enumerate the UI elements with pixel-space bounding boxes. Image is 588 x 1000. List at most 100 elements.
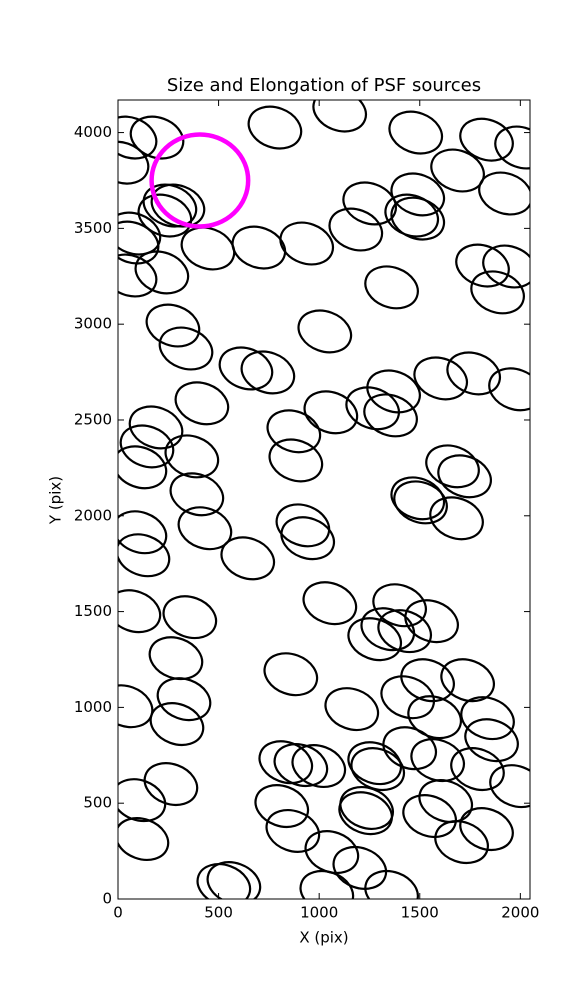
- psf-ellipse: [164, 434, 220, 479]
- psf-ellipse: [134, 250, 190, 295]
- psf-ellipse: [279, 221, 335, 266]
- x-tick-label: 500: [204, 904, 233, 922]
- psf-ellipse: [345, 386, 401, 431]
- psf-ellipse: [145, 303, 201, 348]
- psf-ellipse: [118, 115, 158, 160]
- psf-ellipse: [299, 869, 355, 899]
- psf-ellipse: [118, 684, 154, 729]
- x-tick-label: 0: [113, 904, 123, 922]
- psf-ellipse: [390, 476, 446, 521]
- psf-ellipse: [390, 196, 446, 241]
- psf-ellipse: [459, 117, 514, 162]
- psf-ellipse: [437, 454, 492, 499]
- psf-ellipse: [425, 444, 480, 489]
- psf-ellipse: [118, 778, 167, 823]
- psf-ellipse: [143, 762, 199, 807]
- psf-ellipse: [118, 253, 158, 298]
- psf-ellipse: [390, 172, 446, 217]
- psf-ellipse: [384, 193, 440, 238]
- y-tick-label: 0: [102, 890, 112, 908]
- psf-ellipse: [142, 183, 198, 228]
- psf-ellipse: [119, 424, 175, 469]
- psf-ellipse: [482, 244, 530, 289]
- chart-title: Size and Elongation of PSF sources: [167, 75, 481, 96]
- psf-ellipse: [265, 809, 321, 853]
- psf-ellipse: [464, 718, 519, 763]
- psf-ellipse: [180, 226, 236, 271]
- psf-ellipse: [402, 794, 457, 839]
- psf-ellipse: [177, 506, 233, 551]
- psf-ellipse: [275, 503, 331, 548]
- y-tick-label: 500: [83, 794, 112, 812]
- psf-ellipse: [312, 100, 368, 133]
- psf-ellipse: [377, 609, 433, 654]
- psf-ellipse: [297, 309, 353, 354]
- x-tick-label: 1500: [401, 904, 439, 922]
- psf-ellipse: [347, 741, 403, 786]
- y-tick-label: 2000: [74, 506, 112, 524]
- psf-ellipse: [118, 533, 171, 578]
- psf-ellipse: [332, 845, 388, 890]
- highlight-circle: [149, 132, 251, 229]
- psf-ellipse: [494, 125, 530, 170]
- psf-ellipse: [393, 480, 448, 525]
- psf-ellipse: [220, 536, 276, 581]
- psf-ellipse: [342, 181, 397, 226]
- psf-ellipse: [489, 764, 530, 809]
- psf-ellipse: [206, 861, 262, 899]
- psf-ellipse: [478, 171, 530, 216]
- psf-ellipse: [291, 744, 347, 788]
- psf-ellipse: [324, 687, 380, 732]
- psf-ellipse: [459, 807, 514, 852]
- psf-ellipse: [338, 791, 393, 836]
- psf-ellipse: [247, 105, 303, 150]
- y-tick-label: 3500: [74, 219, 112, 237]
- y-tick-label: 4000: [74, 123, 112, 141]
- psf-ellipse: [169, 472, 225, 517]
- psf-ellipse: [372, 583, 427, 628]
- plot-area: [118, 100, 530, 899]
- y-axis-label: Y (pix): [47, 476, 65, 525]
- psf-ellipse: [266, 409, 322, 454]
- psf-ellipse: [460, 696, 515, 741]
- psf-ellipse: [174, 381, 230, 426]
- psf-ellipse: [440, 658, 495, 703]
- psf-ellipse: [400, 658, 455, 703]
- x-tick-label: 2000: [501, 904, 539, 922]
- psf-ellipse: [410, 738, 465, 783]
- y-tick-label: 1500: [74, 602, 112, 620]
- psf-ellipse: [218, 346, 274, 391]
- psf-ellipse: [196, 863, 252, 899]
- psf-ellipse: [470, 270, 525, 315]
- psf-ellipse: [380, 675, 436, 720]
- psf-ellipse: [488, 367, 530, 412]
- psf-ellipse: [118, 589, 162, 634]
- psf-ellipse: [118, 211, 162, 256]
- psf-ellipse: [162, 595, 218, 640]
- psf-ellipse: [446, 351, 502, 396]
- psf-ellipse: [328, 207, 384, 252]
- psf-ellipse: [148, 636, 204, 681]
- y-tick-label: 3000: [74, 315, 112, 333]
- psf-ellipse: [149, 702, 205, 747]
- x-axis-label: X (pix): [299, 929, 348, 947]
- psf-ellipse: [429, 496, 484, 541]
- psf-ellipse: [231, 225, 287, 270]
- psf-ellipse: [302, 581, 358, 626]
- psf-ellipse: [413, 356, 469, 401]
- psf-ellipse: [118, 817, 170, 861]
- psf-ellipse: [434, 820, 489, 865]
- psf-ellipse: [268, 438, 324, 483]
- psf-ellipse: [240, 350, 296, 395]
- psf-ellipse: [388, 110, 444, 155]
- psf-ellipse: [118, 140, 150, 185]
- x-tick-label: 1000: [300, 904, 338, 922]
- psf-ellipse: [118, 510, 168, 555]
- psf-ellipse: [347, 617, 403, 662]
- psf-ellipse: [364, 265, 419, 310]
- psf-ellipse: [118, 445, 168, 490]
- psf-ellipse: [364, 869, 419, 899]
- psf-ellipse: [263, 652, 319, 697]
- psf-ellipse: [258, 740, 314, 785]
